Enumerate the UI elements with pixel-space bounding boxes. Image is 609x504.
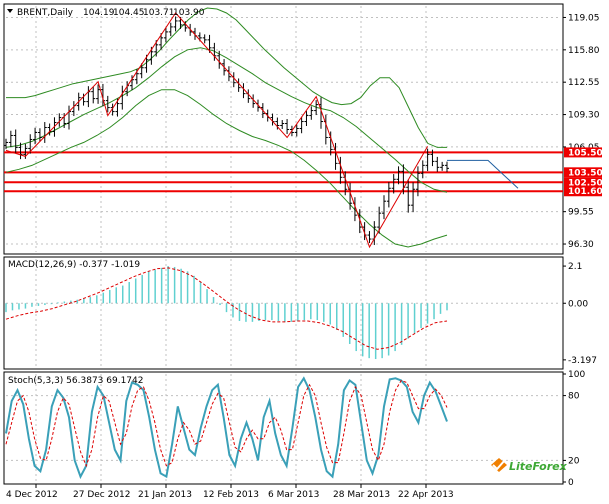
level-label: 103.50 [568, 168, 603, 178]
macd-grid [6, 259, 561, 367]
stoch-main [5, 376, 448, 480]
y-tick-label: -3.197 [568, 356, 597, 366]
bollinger-middle [5, 47, 448, 193]
macd-pane-frame [3, 256, 564, 370]
zigzag [5, 12, 429, 249]
level-label-box [564, 167, 602, 178]
y-tick-label: 0 [568, 478, 574, 488]
stoch-lines [5, 376, 448, 480]
projection-lines [447, 159, 519, 189]
x-tick-label: 21 Jan 2013 [138, 490, 192, 500]
price-pane-frame [3, 3, 564, 255]
y-tick-label: 115.80 [568, 46, 600, 56]
y-tick-label: 80 [568, 392, 580, 402]
bollinger-bands [5, 7, 448, 248]
bollinger-lower [5, 89, 448, 248]
level-label: 105.50 [568, 148, 603, 158]
dropdown-triangle-icon[interactable] [7, 9, 13, 13]
macd-signal-line [5, 267, 448, 350]
macd-signal [5, 267, 448, 350]
price-pane: 119.05115.80112.55109.30106.0599.5596.30… [3, 3, 603, 255]
level-label: 101.60 [568, 187, 603, 197]
level-label-box [564, 147, 602, 158]
macd-title: MACD(12,26,9) -0.377 -1.019 [8, 260, 140, 270]
level-label-box [564, 186, 602, 197]
y-tick-label: 96.30 [568, 240, 594, 250]
x-tick-label: 28 Mar 2013 [333, 490, 390, 500]
projection-line[interactable] [447, 159, 519, 189]
y-tick-label: 0.00 [568, 299, 588, 309]
logo-text: LiteForex [509, 460, 568, 473]
bollinger-upper [6, 7, 447, 148]
stoch-pane: 100 80 20 0 Stoch(5,3,3) 56.3873 69.1742 Li… [3, 370, 585, 488]
stoch-signal [5, 379, 448, 468]
y-tick-label: 99.55 [568, 208, 594, 218]
header-open: 104.19 [83, 8, 115, 18]
y-tick-label: 112.55 [568, 78, 600, 88]
macd-y-axis: 2.1 0.00 -3.197 [563, 262, 597, 366]
time-axis: 4 Dec 2012 27 Dec 2012 21 Jan 2013 12 Feb 2… [6, 484, 454, 500]
y-tick-label: 100 [568, 370, 585, 380]
price-grid [6, 6, 561, 252]
y-tick-label: 2.1 [568, 262, 582, 272]
stoch-y-axis: 100 80 20 0 [563, 370, 585, 488]
chart-header: BRENT,Daily 104.19 104.45 103.71 103.90 [7, 8, 205, 18]
y-tick-label: 119.05 [568, 13, 600, 23]
macd-histogram [5, 266, 448, 360]
logo-check-icon [492, 459, 506, 471]
header-low: 103.71 [143, 8, 175, 18]
stoch-pane-frame [3, 371, 564, 485]
macd-pane: 2.1 0.00 -3.197 MACD(12,26,9) -0.377 -1.01… [3, 256, 597, 370]
header-symbol: BRENT,Daily [17, 8, 74, 18]
y-tick-label: 109.30 [568, 111, 600, 121]
x-tick-label: 27 Dec 2012 [73, 490, 131, 500]
level-label: 102.50 [568, 178, 603, 188]
x-tick-label: 4 Dec 2012 [6, 490, 58, 500]
stoch-title: Stoch(5,3,3) 56.3873 69.1742 [8, 376, 143, 386]
zigzag-line [5, 12, 429, 249]
horizontal-levels [4, 151, 563, 193]
x-tick-label: 22 Apr 2013 [398, 490, 454, 500]
x-tick-label: 12 Feb 2013 [203, 490, 259, 500]
y-tick-label: 20 [568, 456, 580, 466]
x-tick-label: 6 Mar 2013 [268, 490, 319, 500]
header-close: 103.90 [173, 8, 205, 18]
liteforex-logo: LiteForex [491, 458, 568, 473]
level-label-box [564, 177, 602, 188]
header-high: 104.45 [113, 8, 145, 18]
